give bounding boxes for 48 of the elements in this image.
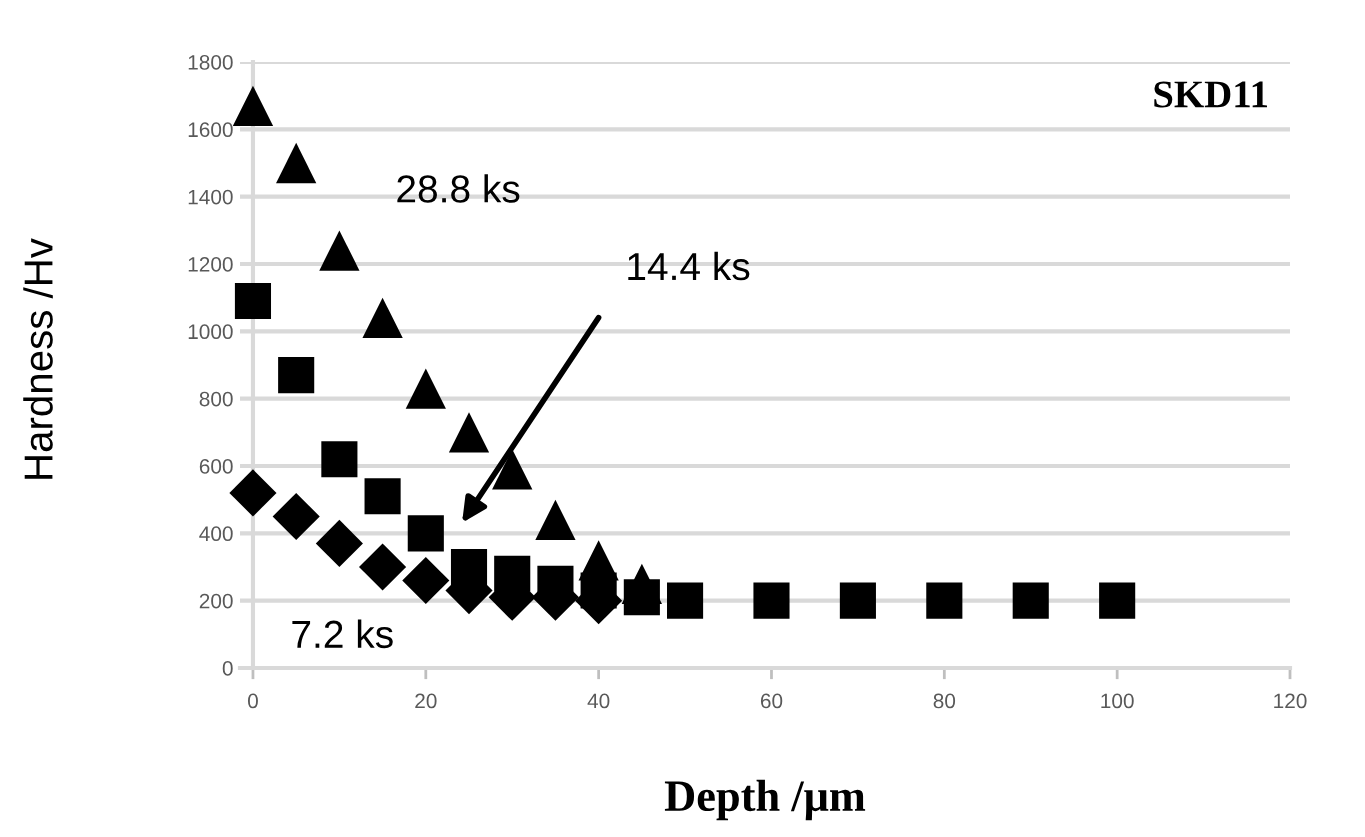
point <box>407 515 444 552</box>
y-tick-label: 400 <box>199 526 233 542</box>
point <box>535 499 576 541</box>
point <box>315 519 363 567</box>
y-tick-label: 1200 <box>188 257 233 272</box>
y-tick-label: 1000 <box>188 324 233 340</box>
x-tick-label: 60 <box>760 693 783 709</box>
point <box>753 582 790 619</box>
point <box>667 582 704 619</box>
point <box>278 357 315 394</box>
annotation: SKD11 <box>1154 81 1267 108</box>
point <box>405 368 446 409</box>
point <box>319 230 360 271</box>
y-tick-label: 1800 <box>188 55 233 70</box>
x-tick-label: 100 <box>1101 693 1134 709</box>
x-tick-label: 80 <box>933 693 956 709</box>
x-tick-label: 20 <box>415 693 437 709</box>
point <box>362 297 403 339</box>
annotation: 7.2 ks <box>292 619 393 649</box>
point <box>621 563 662 604</box>
point <box>448 412 490 453</box>
point <box>232 85 274 126</box>
point <box>1012 582 1049 619</box>
point <box>1099 582 1136 619</box>
y-axis-title: Hardness /Hv <box>23 238 53 479</box>
annotation: 14.4 ks <box>628 251 750 281</box>
y-tick-label: 1400 <box>188 189 233 205</box>
point <box>272 492 320 541</box>
point <box>578 540 619 581</box>
y-tick-label: 800 <box>199 391 233 407</box>
point <box>234 282 272 320</box>
annotation: 28.8 ks <box>397 174 520 203</box>
y-tick-label: 0 <box>222 661 233 676</box>
y-tick-label: 600 <box>199 459 233 474</box>
point <box>926 582 963 619</box>
x-tick-label: 0 <box>247 693 258 709</box>
point <box>839 582 876 619</box>
y-tick-label: 1600 <box>188 122 233 138</box>
point <box>359 543 407 591</box>
point <box>364 478 401 515</box>
x-tick-label: 120 <box>1274 693 1307 709</box>
point <box>321 441 358 478</box>
x-tick-label: 40 <box>587 693 610 709</box>
point <box>402 556 450 605</box>
point <box>276 142 317 184</box>
x-axis-title: Depth /μm <box>664 779 866 821</box>
point <box>492 449 533 490</box>
y-tick-label: 200 <box>199 593 233 609</box>
